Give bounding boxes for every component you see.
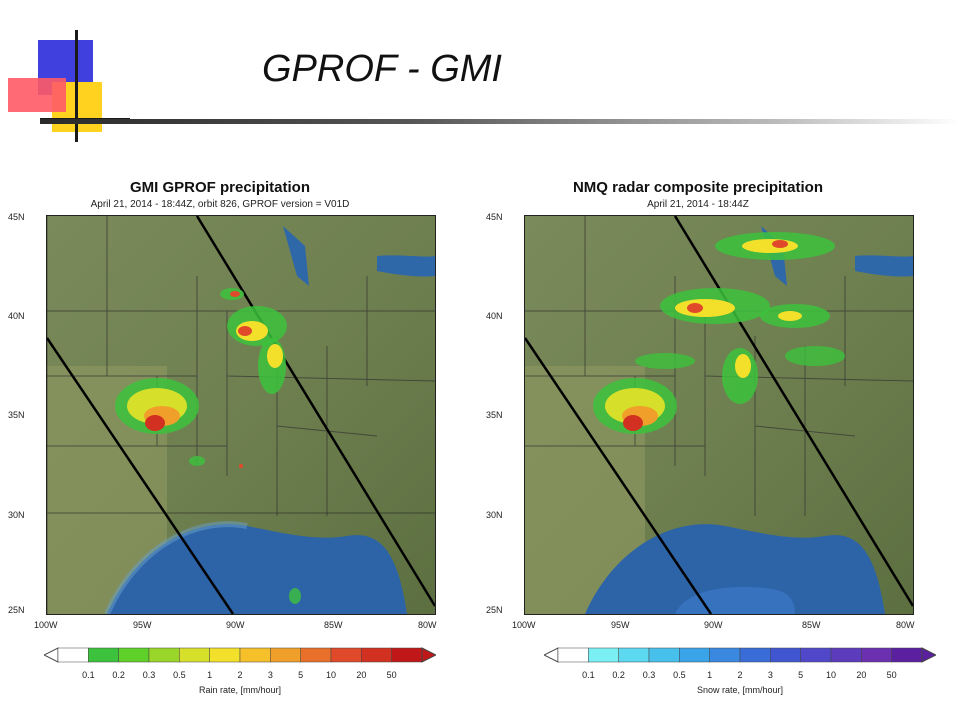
colorbar-segment [739, 647, 771, 663]
lat-label: 25N [8, 605, 25, 615]
colorbar-title: Snow rate, [mm/hour] [696, 685, 784, 695]
colorbar-segment [861, 647, 892, 663]
lat-label: 35N [8, 410, 25, 420]
map-title: NMQ radar composite precipitation [572, 179, 824, 196]
map-title: GMI GPROF precipitation [129, 179, 310, 196]
colorbar-tick-label: 0.5 [673, 670, 686, 680]
lon-label: 85W [802, 620, 821, 630]
lon-label: 80W [418, 620, 437, 630]
precip-map [46, 215, 436, 615]
colorbar-tick-label: 5 [798, 670, 804, 680]
precip-map [524, 215, 914, 615]
colorbar-segment [618, 647, 650, 663]
colorbar-tick-label: 20 [356, 670, 367, 680]
colorbar-tick-label: 20 [856, 670, 867, 680]
colorbar-tick-label: 50 [886, 670, 897, 680]
nmq-map-panel: NMQ radar composite precipitation April … [478, 175, 936, 710]
colorbar-segment [770, 647, 801, 663]
swath-edge-west [47, 337, 235, 614]
colorbar-segment [800, 647, 832, 663]
lon-label: 80W [896, 620, 915, 630]
lon-label: 85W [324, 620, 343, 630]
colorbar-segment [88, 647, 119, 663]
lat-label: 35N [486, 410, 503, 420]
swath-edge-east [195, 216, 435, 607]
lon-label: 90W [704, 620, 723, 630]
colorbar-segment [209, 647, 241, 663]
colorbar-segment [544, 647, 559, 663]
colorbar-tick-label: 10 [825, 670, 836, 680]
colorbar-tick-label: 0.2 [612, 670, 625, 680]
colorbar-segment [361, 647, 392, 663]
lon-label: 90W [226, 620, 245, 630]
colorbar-tick-label: 10 [325, 670, 336, 680]
colorbar-tick-label: 0.5 [173, 670, 186, 680]
colorbar-tick-label: 50 [386, 670, 397, 680]
lat-label: 45N [486, 212, 503, 222]
gulf-of-mexico [107, 524, 407, 614]
colorbar-tick-label: 0.1 [82, 670, 95, 680]
colorbar-segment [148, 647, 180, 663]
rain-rate-colorbar [44, 647, 436, 663]
slide-logo [8, 30, 130, 142]
lat-label: 40N [486, 311, 503, 321]
colorbar-segment [557, 647, 589, 663]
lat-label: 25N [486, 605, 503, 615]
colorbar-segment [421, 647, 436, 663]
colorbar-segment [118, 647, 150, 663]
colorbar-segment [391, 647, 423, 663]
colorbar-tick-label: 5 [298, 670, 304, 680]
colorbar-segment [679, 647, 710, 663]
lake-erie [855, 255, 913, 277]
colorbar-tick-label: 1 [707, 670, 713, 680]
lat-label: 30N [8, 510, 25, 520]
colorbar-segment [830, 647, 862, 663]
lake-erie [377, 255, 435, 277]
rain-areas [115, 288, 301, 604]
lat-label: 45N [8, 212, 25, 222]
colorbar-segment [57, 647, 89, 663]
lat-label: 30N [486, 510, 503, 520]
colorbar-tick-label: 2 [237, 670, 243, 680]
colorbar-segment [648, 647, 680, 663]
lake-michigan [283, 226, 309, 286]
lat-label: 40N [8, 311, 25, 321]
colorbar-segment [270, 647, 301, 663]
rain-areas [593, 232, 845, 434]
colorbar-segment [588, 647, 619, 663]
lon-label: 95W [133, 620, 152, 630]
map-subtitle: April 21, 2014 - 18:44Z [647, 199, 749, 210]
colorbar-tick-label: 3 [767, 670, 773, 680]
colorbar-tick-label: 0.1 [582, 670, 595, 680]
colorbar-segment [921, 647, 936, 663]
colorbar-tick-label: 0.2 [112, 670, 125, 680]
lon-label: 95W [611, 620, 630, 630]
colorbar-segment [239, 647, 271, 663]
swath-edge-west [525, 337, 713, 614]
colorbar-tick-label: 1 [207, 670, 213, 680]
colorbar-segment [709, 647, 741, 663]
map-subtitle: April 21, 2014 - 18:44Z, orbit 826, GPRO… [90, 199, 350, 210]
title-divider [40, 119, 960, 124]
slide-title: GPROF - GMI [262, 48, 502, 90]
colorbar-segment [179, 647, 210, 663]
swath-edge-east [673, 216, 913, 607]
colorbar-segment [891, 647, 923, 663]
gprof-map-panel: GMI GPROF precipitation April 21, 2014 -… [0, 175, 440, 710]
snow-rate-colorbar [544, 647, 936, 663]
colorbar-segment [44, 647, 59, 663]
colorbar-tick-label: 0.3 [642, 670, 656, 680]
gulf-of-mexico [585, 524, 885, 614]
colorbar-tick-label: 0.3 [142, 670, 156, 680]
colorbar-segment [300, 647, 332, 663]
colorbar-tick-label: 3 [267, 670, 273, 680]
lon-label: 100W [34, 620, 58, 630]
lon-label: 100W [512, 620, 536, 630]
colorbar-tick-label: 2 [737, 670, 743, 680]
colorbar-segment [330, 647, 362, 663]
colorbar-title: Rain rate, [mm/hour] [198, 685, 282, 695]
